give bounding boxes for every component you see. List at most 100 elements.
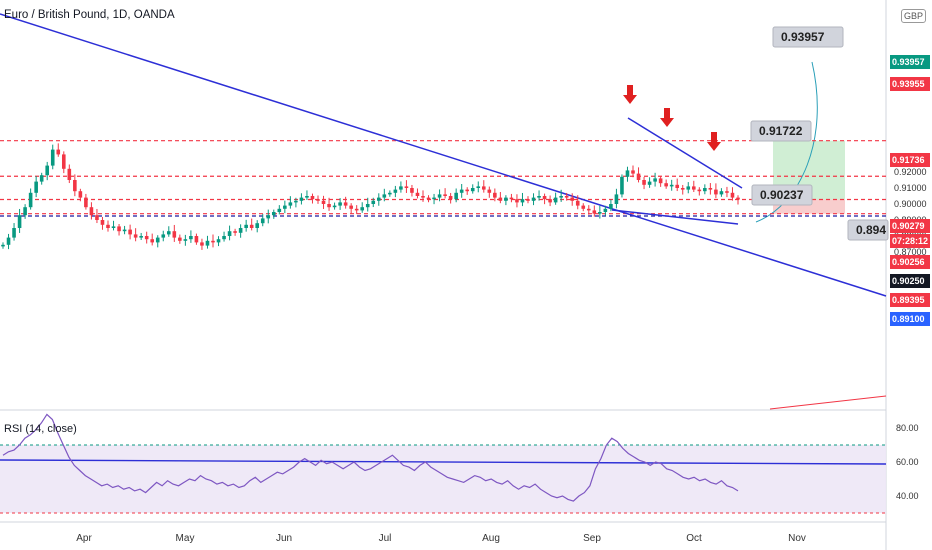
candle xyxy=(45,165,50,176)
candle xyxy=(255,223,260,228)
candle xyxy=(647,181,652,185)
candle xyxy=(697,189,702,192)
x-tick-label: Nov xyxy=(788,533,806,544)
currency-badge[interactable]: GBP xyxy=(901,9,927,23)
candle xyxy=(664,183,668,187)
candle xyxy=(111,226,116,228)
chart-title: Euro / British Pound, 1D, OANDA xyxy=(4,9,175,21)
candle xyxy=(487,189,492,193)
candle xyxy=(388,192,392,195)
candle xyxy=(609,204,613,209)
candle xyxy=(658,178,663,184)
rsi-tick-label: 80.00 xyxy=(896,423,919,433)
candle xyxy=(56,149,61,155)
down-arrow-icon xyxy=(707,132,721,151)
candle xyxy=(216,239,221,243)
candle xyxy=(498,197,503,201)
candle xyxy=(338,202,342,206)
candle xyxy=(575,200,580,206)
candle xyxy=(283,205,287,209)
callout-box xyxy=(751,184,813,206)
callout-text: 0.894 xyxy=(856,223,886,237)
candle xyxy=(227,231,232,236)
candle xyxy=(305,196,309,198)
price-label-text: 0.93955 xyxy=(892,79,925,89)
candle xyxy=(194,236,199,243)
candle xyxy=(476,186,481,188)
callout-box xyxy=(772,26,844,48)
candle xyxy=(95,215,99,220)
price-label-box xyxy=(890,219,930,233)
candle xyxy=(686,186,691,190)
candle xyxy=(89,207,94,216)
candle xyxy=(371,200,376,204)
trendlines xyxy=(0,13,887,410)
candle xyxy=(537,196,541,198)
rsi-tick-label: 40.00 xyxy=(896,491,919,501)
candle xyxy=(133,234,138,238)
price-label-box xyxy=(890,55,930,69)
price-label-text: 0.93957 xyxy=(892,57,925,67)
candle xyxy=(271,212,276,216)
candle xyxy=(432,197,436,200)
candle xyxy=(553,197,558,203)
candle xyxy=(736,197,740,200)
candle xyxy=(17,215,22,228)
arrows xyxy=(623,85,721,151)
candle xyxy=(614,194,619,204)
price-label-box xyxy=(890,274,930,288)
candle xyxy=(266,215,271,219)
rsi-trendline xyxy=(0,459,887,465)
candle xyxy=(470,188,475,192)
candle xyxy=(437,194,442,198)
candle xyxy=(349,205,353,209)
candle xyxy=(415,192,420,196)
candle xyxy=(520,199,525,203)
down-arrow-icon xyxy=(660,108,674,127)
price-label-box xyxy=(890,77,930,91)
candle xyxy=(669,184,674,187)
candle xyxy=(548,199,552,203)
candle xyxy=(161,234,166,238)
callout-box xyxy=(750,120,812,142)
x-tick-label: Sep xyxy=(583,533,601,544)
candle xyxy=(222,236,226,240)
candle xyxy=(277,208,282,212)
candle xyxy=(625,170,630,177)
wedge-upper-line xyxy=(627,117,743,189)
candle xyxy=(459,189,464,193)
candle xyxy=(410,188,414,193)
callout-text: 0.93957 xyxy=(781,30,825,44)
candle xyxy=(526,199,530,201)
x-tick-label: Jun xyxy=(276,533,292,544)
candle xyxy=(238,228,243,233)
price-label-text: 0.89100 xyxy=(892,314,925,324)
candle xyxy=(542,196,547,200)
candle xyxy=(28,192,33,208)
candle xyxy=(189,236,193,240)
candle xyxy=(581,205,586,209)
candle xyxy=(515,199,519,203)
candle xyxy=(172,231,177,238)
candle xyxy=(714,189,718,195)
candle xyxy=(122,229,127,232)
candle xyxy=(316,199,320,201)
candle xyxy=(78,191,83,198)
price-callouts: 0.93957 0.91722 0.90237 0.894 xyxy=(750,26,889,241)
candle xyxy=(481,186,486,190)
candle xyxy=(691,186,696,190)
candle xyxy=(703,188,707,192)
candle xyxy=(653,178,657,182)
candle xyxy=(636,173,641,180)
candle xyxy=(631,170,635,174)
candle xyxy=(155,237,160,243)
candle xyxy=(365,204,370,208)
candle xyxy=(61,154,66,169)
y-tick-label: 0.92000 xyxy=(894,167,927,177)
candle xyxy=(642,180,646,185)
price-label-box xyxy=(890,234,930,248)
candle xyxy=(73,180,77,192)
x-tick-label: Jul xyxy=(379,533,392,544)
candle xyxy=(570,197,575,201)
